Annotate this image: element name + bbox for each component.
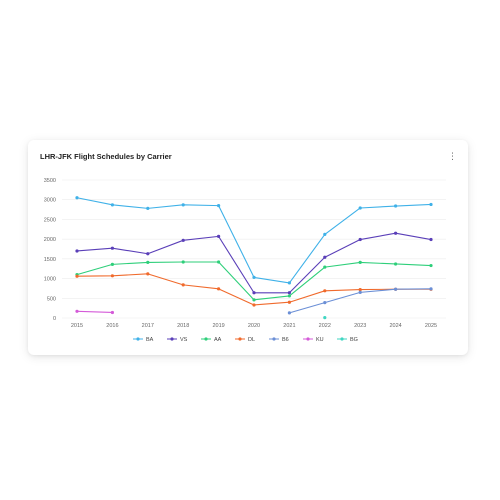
y-tick-label-2000: 2000 bbox=[44, 237, 56, 243]
data-point-vs-2019 bbox=[217, 234, 221, 238]
x-tick-label-2025: 2025 bbox=[425, 323, 437, 329]
data-point-dl-2022 bbox=[323, 289, 327, 293]
data-point-dl-2021 bbox=[287, 300, 291, 304]
data-point-vs-2018 bbox=[181, 238, 185, 242]
data-point-dl-2020 bbox=[252, 303, 256, 307]
data-point-b6-2022 bbox=[323, 301, 327, 305]
legend-marker-vs bbox=[170, 337, 174, 341]
data-point-ku-2015 bbox=[75, 309, 79, 313]
data-point-aa-2020 bbox=[252, 298, 256, 302]
data-point-vs-2020 bbox=[252, 291, 256, 295]
y-tick-label-1000: 1000 bbox=[44, 277, 56, 283]
legend-marker-b6 bbox=[272, 337, 276, 341]
data-point-aa-2016 bbox=[110, 262, 114, 266]
chart-card: LHR-JFK Flight Schedules by Carrier ⋮ 0 5… bbox=[28, 140, 468, 355]
series-line-ku bbox=[76, 310, 113, 314]
data-point-dl-2016 bbox=[110, 274, 114, 278]
legend-label-b6: B6 bbox=[282, 337, 289, 343]
data-point-aa-2017 bbox=[146, 260, 150, 265]
data-point-dl-2017 bbox=[146, 272, 150, 276]
y-tick-label-500: 500 bbox=[47, 296, 56, 302]
legend-label-ba: BA bbox=[146, 337, 154, 343]
data-point-ba-2025 bbox=[429, 202, 433, 207]
legend-label-dl: DL bbox=[248, 337, 255, 343]
x-tick-label-2022: 2022 bbox=[319, 323, 331, 329]
data-point-aa-2025 bbox=[429, 263, 433, 268]
data-point-ba-2021 bbox=[287, 281, 291, 285]
data-point-vs-2016 bbox=[110, 246, 114, 250]
legend-marker-aa bbox=[204, 337, 208, 341]
data-point-ba-2022 bbox=[323, 232, 327, 237]
y-tick-label-2500: 2500 bbox=[44, 217, 56, 223]
x-tick-label-2017: 2017 bbox=[142, 323, 154, 329]
legend-marker-bg bbox=[340, 337, 344, 341]
data-point-ba-2020 bbox=[252, 275, 256, 279]
data-point-vs-2023 bbox=[358, 237, 362, 242]
data-point-dl-2015 bbox=[75, 274, 79, 278]
x-tick-label-2023: 2023 bbox=[354, 323, 366, 329]
legend-marker-dl bbox=[238, 337, 242, 341]
data-point-bg-2022 bbox=[323, 316, 327, 320]
legend-label-ku: KU bbox=[316, 337, 324, 343]
data-point-vs-2025 bbox=[429, 237, 433, 242]
data-point-b6-2023 bbox=[358, 290, 362, 294]
x-tick-label-2024: 2024 bbox=[389, 323, 401, 329]
data-point-dl-2018 bbox=[181, 283, 185, 287]
data-point-ba-2019 bbox=[217, 204, 221, 208]
data-point-b6-2021 bbox=[287, 311, 291, 315]
data-point-ku-2016 bbox=[110, 310, 114, 315]
y-tick-label-1500: 1500 bbox=[44, 257, 56, 263]
x-tick-label-2021: 2021 bbox=[283, 323, 295, 329]
y-tick-label-3500: 3500 bbox=[44, 178, 56, 184]
y-tick-label-3000: 3000 bbox=[44, 198, 56, 204]
y-tick-label-0: 0 bbox=[53, 316, 56, 322]
data-point-dl-2019 bbox=[217, 287, 221, 291]
data-point-vs-2022 bbox=[323, 255, 327, 259]
data-point-aa-2019 bbox=[217, 260, 221, 264]
data-point-ba-2023 bbox=[358, 206, 362, 210]
data-point-vs-2015 bbox=[75, 249, 79, 253]
data-point-vs-2017 bbox=[146, 252, 150, 256]
x-tick-label-2015: 2015 bbox=[71, 323, 83, 329]
data-point-aa-2018 bbox=[181, 260, 185, 264]
legend-label-bg: BG bbox=[350, 337, 358, 343]
x-tick-label-2016: 2016 bbox=[106, 323, 118, 329]
data-point-ba-2015 bbox=[75, 196, 79, 200]
data-point-ba-2016 bbox=[110, 203, 114, 207]
data-point-b6-2024 bbox=[394, 287, 398, 291]
data-point-b6-2025 bbox=[429, 287, 433, 291]
data-point-aa-2024 bbox=[394, 262, 398, 266]
data-point-dl-2023 bbox=[358, 288, 362, 292]
data-point-aa-2021 bbox=[287, 294, 291, 298]
legend-marker-ku bbox=[306, 337, 310, 341]
data-point-ba-2024 bbox=[394, 204, 398, 208]
kebab-menu-icon[interactable]: ⋮ bbox=[448, 151, 457, 161]
data-point-vs-2021 bbox=[287, 291, 291, 295]
legend-label-aa: AA bbox=[214, 337, 222, 343]
series-line-ba bbox=[76, 197, 432, 284]
x-tick-label-2019: 2019 bbox=[212, 323, 224, 329]
legend-label-vs: VS bbox=[180, 337, 188, 343]
data-point-aa-2022 bbox=[323, 265, 327, 269]
data-point-ba-2018 bbox=[181, 203, 185, 207]
x-tick-label-2018: 2018 bbox=[177, 323, 189, 329]
data-point-ba-2017 bbox=[146, 206, 150, 210]
x-tick-label-2020: 2020 bbox=[248, 323, 260, 329]
legend-marker-ba bbox=[136, 337, 140, 341]
data-point-aa-2023 bbox=[358, 260, 362, 265]
line-chart: 0 500 1000 1500 2000 2500 3000 3500 2015 2016 2017… bbox=[44, 178, 446, 343]
chart-title: LHR-JFK Flight Schedules by Carrier bbox=[40, 152, 172, 161]
data-point-vs-2024 bbox=[394, 231, 398, 235]
